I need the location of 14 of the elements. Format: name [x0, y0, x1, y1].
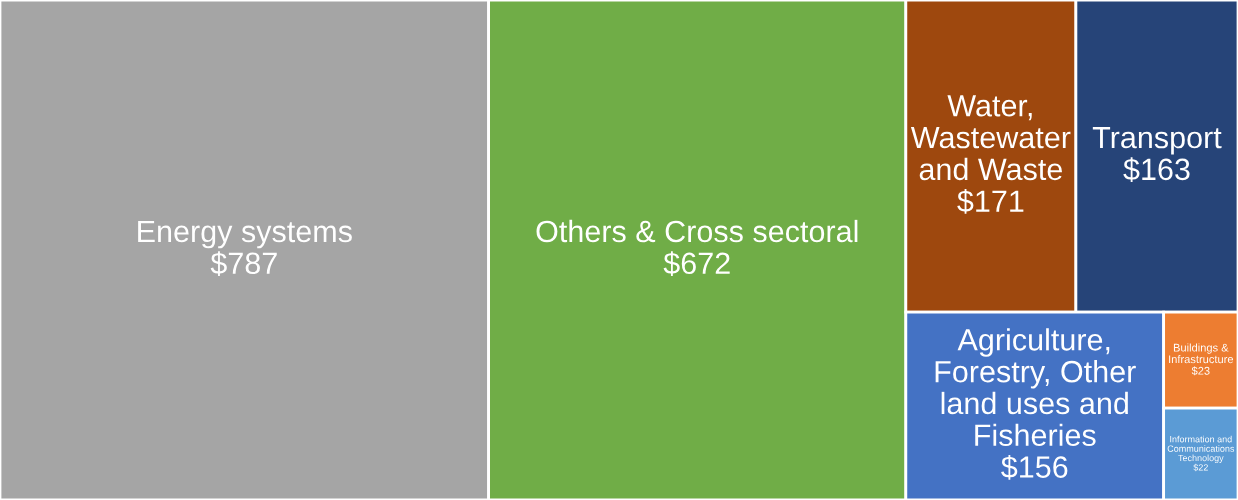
data-label: $23: [1191, 366, 1210, 376]
category-label: Transport: [1092, 127, 1222, 155]
category-label: Buildings & Infrastructure: [1169, 343, 1234, 364]
data-label: $787: [210, 251, 277, 276]
data-label: $163: [1123, 157, 1190, 182]
category-label: Energy systems: [138, 220, 352, 249]
category-label: Water, Wastewater and Waste: [910, 95, 1071, 181]
data-label: $171: [957, 189, 1024, 214]
data-label: $672: [663, 251, 730, 276]
category-label: Information and Communications Technology: [1167, 435, 1235, 463]
category-label: Agriculture, Forestry, Other land uses and Fisheries: [935, 328, 1136, 447]
data-label: $22: [1193, 463, 1208, 472]
category-label: Others & Cross sectoral: [536, 219, 858, 243]
data-label: $156: [1001, 454, 1068, 480]
